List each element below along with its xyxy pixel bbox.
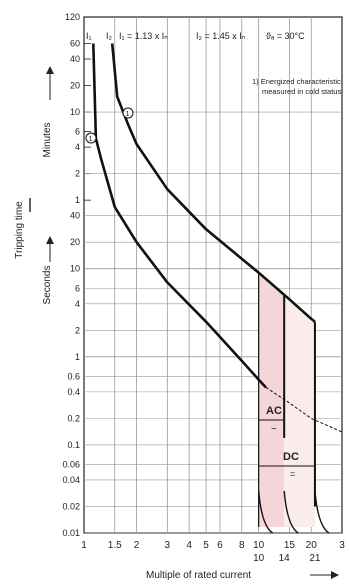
note-marker-2-label: 1: [126, 109, 130, 118]
second-tick-label: 0.1: [67, 440, 80, 450]
x-tick-label: 20: [306, 540, 318, 551]
ac-symbol: ~: [271, 424, 277, 435]
minute-tick-label: 1: [75, 195, 80, 205]
minute-tick-label: 2: [75, 169, 80, 179]
second-tick-label: 0.02: [62, 501, 80, 511]
i2-label: I₂: [106, 31, 113, 41]
second-tick-label: 0.06: [62, 459, 80, 469]
note-line-2: measured in cold status: [262, 87, 341, 96]
band-hook: [257, 490, 274, 534]
x-tick-label: 8: [239, 540, 245, 551]
second-tick-label: 0.4: [67, 387, 80, 397]
band-hook: [283, 490, 299, 534]
second-tick-label: 0.2: [67, 413, 80, 423]
instantaneous-extension: [265, 386, 343, 433]
second-tick-label: 0.6: [67, 371, 80, 381]
minute-tick-label: 10: [70, 107, 80, 117]
x-tick-labels: 1 1.5 2 3 4 5 6 8 10 15 20 3 10 14 21: [81, 540, 345, 564]
x-tick-label-lower: 21: [309, 553, 321, 564]
minute-tick-label: 6: [75, 127, 80, 137]
second-tick-label: 40: [70, 211, 80, 221]
rule-1: I₁ = 1.13 x Iₙ: [119, 31, 168, 41]
y-axis-minutes-label: Minutes: [42, 122, 53, 157]
temperature-label: ϑₐ = 30°C: [266, 31, 305, 41]
note-line-1: 1) Energized characteristic: [252, 77, 341, 86]
second-tick-label: 1: [75, 352, 80, 362]
x-tick-label: 3: [165, 540, 171, 551]
note-marker-1-label: 1: [89, 134, 93, 143]
y-axis-arrows: [29, 66, 54, 262]
x-tick-label: 15: [284, 540, 296, 551]
x-tick-label: 1.5: [108, 540, 122, 551]
second-tick-label: 0.04: [62, 475, 80, 485]
x-tick-label: 6: [217, 540, 223, 551]
ac-band: [258, 272, 285, 527]
note-marker-2: 1: [122, 107, 134, 119]
y-axis-title: Tripping time: [14, 201, 25, 259]
minute-tick-label: 4: [75, 142, 80, 152]
i1-label: I₁: [86, 31, 92, 41]
y-axis-seconds-label: Seconds: [42, 266, 53, 305]
x-tick-label: 2: [134, 540, 140, 551]
dc-symbol: =: [290, 469, 295, 479]
second-tick-label: 4: [75, 299, 80, 309]
minute-tick-label: 40: [70, 54, 80, 64]
x-tick-label-lower: 10: [253, 553, 265, 564]
second-tick-label: 10: [70, 264, 80, 274]
x-tick-label: 5: [203, 540, 209, 551]
x-tick-label: 1: [81, 540, 87, 551]
second-tick-label: 2: [75, 325, 80, 335]
trip-bands: ~=: [257, 272, 330, 534]
dc-band: [284, 295, 315, 527]
x-tick-label: 10: [253, 540, 265, 551]
second-tick-label: 0.01: [62, 528, 80, 538]
x-axis-arrow: [310, 571, 339, 579]
x-tick-label: 4: [186, 540, 192, 551]
second-tick-label: 6: [75, 283, 80, 293]
dc-label: DC: [283, 451, 299, 463]
rule-2: I₂ = 1.45 x Iₙ: [196, 31, 246, 41]
minute-tick-label: 120: [65, 12, 80, 22]
x-tick-label: 3: [339, 540, 345, 551]
second-tick-label: 20: [70, 237, 80, 247]
minute-tick-label: 20: [70, 81, 80, 91]
ac-label: AC: [266, 405, 282, 417]
x-tick-label-lower: 14: [279, 553, 291, 564]
note-marker-1: 1: [85, 132, 97, 144]
band-hook: [314, 490, 330, 534]
y-tick-labels: 120 60 40 20 10 6 4 2 1 40 20 10 6 4 2 1 0.6 0.4 0.2 0.1 0.0…: [62, 12, 80, 538]
lower-trip-curve: [92, 43, 267, 389]
x-axis-title: Multiple of rated current: [146, 570, 251, 581]
minute-tick-label: 60: [70, 39, 80, 49]
